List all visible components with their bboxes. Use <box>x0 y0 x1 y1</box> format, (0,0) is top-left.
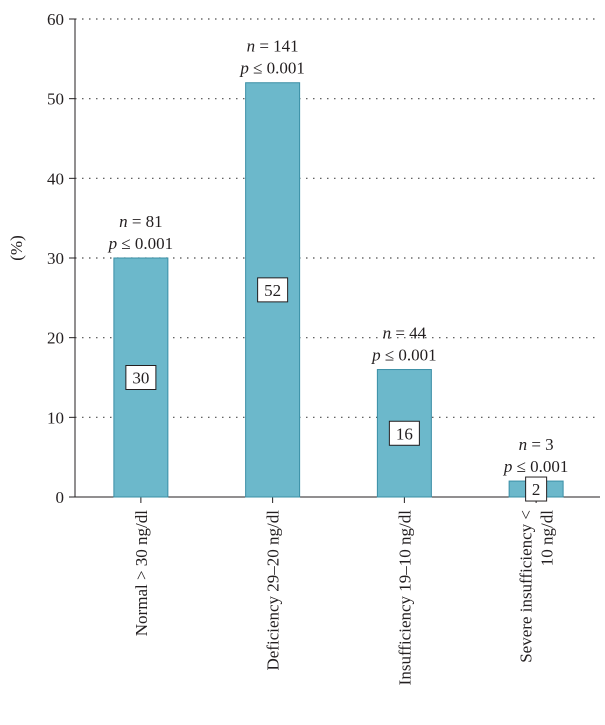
value-label: 16 <box>396 424 413 443</box>
chart-labels: 30 n = 81 p ≤ 0.001 Normal > 30 ng/dl 52 n = … <box>108 37 569 686</box>
value-label-box <box>525 476 548 502</box>
p-annotation: p ≤ 0.001 <box>239 59 305 78</box>
bars <box>113 82 564 498</box>
value-label-box <box>125 365 157 390</box>
n-annotation: n = 3 <box>519 435 554 454</box>
y-tick-label: 20 <box>47 329 64 348</box>
category-label: Insufficiency 19–10 ng/dl <box>395 510 414 686</box>
y-axis-title: (%) <box>7 235 26 260</box>
p-annotation: p ≤ 0.001 <box>503 457 569 476</box>
category-label: Severe insufficiency < <box>517 510 536 663</box>
y-tick-label: 60 <box>47 10 64 29</box>
p-annotation: p ≤ 0.001 <box>108 234 174 253</box>
p-annotation: p ≤ 0.001 <box>371 346 437 365</box>
category-label: 10 ng/dl <box>538 510 557 566</box>
category-label: Deficiency 29–20 ng/dl <box>264 510 283 671</box>
y-tick-label: 50 <box>47 90 64 109</box>
n-annotation: n = 44 <box>383 324 427 343</box>
value-label-box <box>388 420 420 446</box>
value-label: 30 <box>132 369 149 388</box>
value-label: 52 <box>264 281 281 300</box>
n-annotation: n = 81 <box>119 212 163 231</box>
y-tick-label: 10 <box>47 408 64 427</box>
category-label: Normal > 30 ng/dl <box>132 510 151 636</box>
value-label-box <box>257 277 289 303</box>
y-tick-label: 0 <box>56 488 65 507</box>
n-annotation: n = 141 <box>247 37 299 56</box>
y-tick-label: 40 <box>47 169 64 188</box>
value-label: 2 <box>532 480 541 499</box>
y-tick-label: 30 <box>47 249 64 268</box>
